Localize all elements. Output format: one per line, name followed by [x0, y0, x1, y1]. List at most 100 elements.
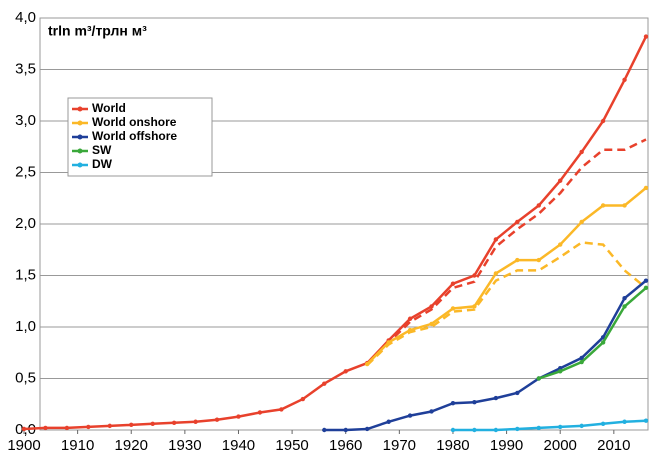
series-line — [366, 186, 647, 365]
point — [450, 401, 456, 406]
point — [407, 413, 413, 418]
point — [43, 425, 48, 431]
point — [386, 419, 391, 424]
point — [600, 203, 606, 208]
x-tick-label: 1990 — [490, 437, 523, 454]
dashed-line — [366, 241, 647, 367]
point — [193, 419, 198, 424]
point — [643, 285, 649, 291]
point — [214, 417, 220, 422]
x-tick-label: 1980 — [436, 437, 469, 454]
point — [536, 257, 541, 263]
point — [600, 340, 606, 345]
point — [429, 321, 434, 327]
x-tick-label: 1920 — [115, 437, 148, 454]
y-tick-label: 1,0 — [15, 318, 36, 335]
point — [322, 427, 327, 433]
y-tick-label: 1,5 — [15, 266, 36, 283]
point — [622, 419, 627, 424]
point — [643, 278, 649, 283]
y-tick-label: 2,5 — [15, 163, 36, 180]
point — [515, 257, 520, 263]
y-tick-label: 3,0 — [15, 112, 36, 129]
point — [257, 410, 263, 415]
point — [643, 418, 649, 423]
point — [407, 327, 413, 333]
point — [643, 34, 649, 39]
x-tick-label: 2010 — [597, 437, 630, 454]
x-tick-label: 1950 — [275, 437, 308, 454]
point — [515, 426, 520, 432]
point — [536, 425, 541, 431]
point — [107, 423, 112, 429]
point — [579, 149, 584, 155]
point — [622, 295, 627, 301]
x-tick-label: 1960 — [329, 437, 362, 454]
point — [536, 376, 541, 381]
y-tick-label: 4,0 — [15, 9, 36, 26]
point — [343, 427, 348, 433]
legend-label: DW — [92, 157, 113, 171]
point — [450, 427, 456, 433]
point — [429, 304, 434, 309]
point — [493, 427, 499, 433]
point — [450, 306, 456, 311]
point — [579, 219, 584, 225]
point — [579, 355, 584, 361]
legend-box — [67, 97, 213, 177]
y-tick-label: 2,0 — [15, 215, 36, 232]
series-line — [453, 419, 647, 432]
legend-dot — [77, 106, 83, 112]
x-tick-label: 1970 — [383, 437, 416, 454]
point — [129, 422, 134, 428]
legend-dot — [77, 162, 83, 168]
x-tick-label: 1930 — [168, 437, 201, 454]
point — [493, 395, 499, 401]
legend-label: World offshore — [92, 129, 177, 143]
point — [472, 304, 477, 309]
point — [21, 426, 27, 432]
point — [558, 369, 563, 374]
point — [386, 340, 391, 345]
x-tick-label: 1900 — [7, 437, 40, 454]
point — [622, 77, 627, 83]
point — [472, 273, 477, 278]
point — [515, 219, 520, 225]
series-line — [23, 35, 648, 431]
point — [493, 271, 499, 276]
point — [171, 420, 177, 425]
point — [279, 407, 284, 412]
point — [600, 118, 606, 124]
point — [493, 237, 499, 242]
series-line — [324, 279, 647, 432]
point — [86, 424, 91, 430]
point — [558, 242, 563, 247]
point — [64, 425, 70, 431]
point — [622, 304, 627, 309]
point — [429, 409, 434, 414]
chart-title: trln m³/трлн м³ — [48, 23, 147, 39]
y-tick-label: 0,5 — [15, 369, 36, 386]
point — [558, 178, 563, 183]
point — [322, 381, 327, 386]
point — [536, 203, 541, 208]
point — [407, 316, 413, 321]
legend-label: World onshore — [92, 115, 177, 129]
point — [343, 369, 348, 374]
y-tick-label: 3,5 — [15, 60, 36, 77]
point — [579, 359, 584, 365]
point — [472, 399, 477, 405]
point — [300, 396, 306, 402]
point — [558, 366, 563, 371]
legend-dot — [77, 134, 83, 140]
point — [364, 426, 370, 432]
point — [558, 424, 563, 430]
x-tick-label: 1940 — [222, 437, 255, 454]
point — [643, 185, 649, 191]
point — [236, 414, 241, 419]
legend-label: World — [92, 101, 126, 115]
point — [515, 390, 520, 396]
legend-dot — [77, 148, 83, 154]
x-tick-label: 1910 — [61, 437, 94, 454]
